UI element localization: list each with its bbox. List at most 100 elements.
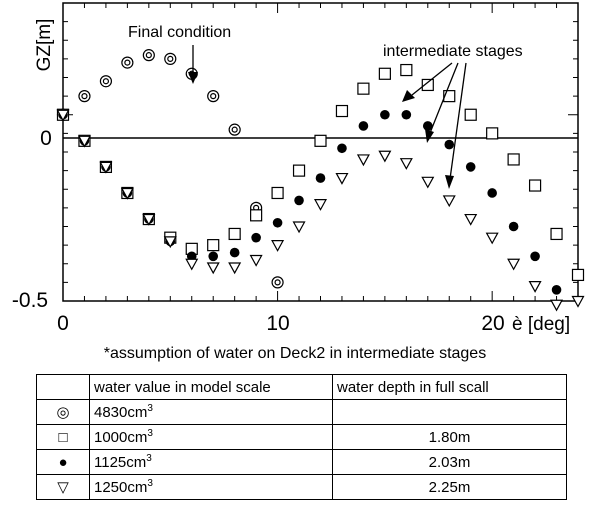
filled-circle-point xyxy=(444,139,455,150)
open-square-point xyxy=(550,227,563,241)
open-triangle-point xyxy=(421,176,435,189)
open-triangle-point xyxy=(442,195,456,208)
open-triangle-point xyxy=(507,258,521,271)
annotation-arrows xyxy=(188,45,467,189)
open-square-point xyxy=(528,179,542,192)
legend-row-1125: ● 1125cm3 2.03m xyxy=(36,449,567,475)
open-triangle-point xyxy=(313,199,328,211)
filled-circle-point xyxy=(272,217,283,228)
double-circle-point-inner xyxy=(274,279,281,286)
x-tick-label-0: 0 xyxy=(57,312,69,335)
filled-circle-point xyxy=(380,109,390,120)
open-square-point xyxy=(507,153,520,166)
double-circle-point xyxy=(207,90,220,103)
open-square-point xyxy=(292,164,306,177)
water-value: 4830cm3 xyxy=(89,399,333,425)
open-square-point xyxy=(486,127,499,140)
x-tick-label-10: 10 xyxy=(266,312,289,335)
open-square-point xyxy=(378,67,391,80)
filled-circle-icon: ● xyxy=(36,449,90,475)
double-circle-point-inner xyxy=(102,78,110,85)
y-tick-label-neg05: -0.5 xyxy=(12,289,48,312)
header-water-value: water value in model scale xyxy=(89,374,333,400)
open-triangle-point xyxy=(464,213,478,226)
filled-circle-point xyxy=(551,285,562,295)
double-circle-point xyxy=(164,52,177,65)
open-triangle-point xyxy=(399,158,413,170)
open-triangle-point xyxy=(528,281,542,293)
open-square-point xyxy=(335,104,349,118)
double-circle-point-inner xyxy=(81,93,88,100)
open-triangle-point xyxy=(228,262,242,275)
y-tick-label-0: 0 xyxy=(40,127,52,150)
water-value: 1125cm3 xyxy=(89,449,333,475)
filled-circle-point xyxy=(530,251,540,262)
open-triangle-point xyxy=(378,150,392,163)
filled-circle-point xyxy=(508,221,519,232)
open-triangle-point xyxy=(356,154,370,167)
header-symbol xyxy=(36,374,90,400)
double-circle-point-inner xyxy=(145,52,152,59)
data-marks xyxy=(56,49,585,312)
double-circle-icon: ◎ xyxy=(36,399,90,425)
open-square-point xyxy=(357,82,370,95)
open-triangle-point xyxy=(271,240,285,252)
open-triangle-point xyxy=(292,221,306,234)
filled-circle-point xyxy=(208,251,219,262)
filled-circle-point xyxy=(315,173,326,183)
open-triangle-point xyxy=(335,172,349,185)
water-depth: 1.80m xyxy=(332,424,567,450)
open-triangle-point xyxy=(163,236,177,249)
double-circle-point-inner xyxy=(231,126,238,133)
open-triangle-point xyxy=(120,187,134,200)
open-triangle-point xyxy=(485,232,499,245)
open-square-point xyxy=(571,268,585,282)
double-circle-point xyxy=(99,75,113,88)
water-depth: 2.25m xyxy=(332,474,567,500)
filled-circle-point xyxy=(294,195,304,206)
open-triangle-point xyxy=(249,254,263,267)
open-triangle-point xyxy=(56,109,70,122)
open-square-point xyxy=(421,78,434,92)
filled-circle-point xyxy=(487,188,497,198)
filled-circle-point xyxy=(337,143,347,154)
double-circle-point xyxy=(78,90,91,103)
water-value: 1000cm3 xyxy=(89,424,333,450)
water-value: 1250cm3 xyxy=(89,474,333,500)
open-triangle-point xyxy=(185,258,199,271)
legend-row-1250: ▽ 1250cm3 2.25m xyxy=(36,474,567,500)
x-axis-label: è [deg] xyxy=(512,314,570,335)
filled-circle-point xyxy=(465,162,476,172)
open-square-point xyxy=(207,239,220,252)
double-circle-point xyxy=(121,56,134,69)
double-circle-point-inner xyxy=(124,59,131,66)
header-water-depth: water depth in full scall xyxy=(332,374,567,400)
legend-row-1000: □ 1000cm3 1.80m xyxy=(36,424,567,450)
double-circle-point-inner xyxy=(210,93,217,100)
x-tick-label-20: 20 xyxy=(481,312,504,335)
open-square-point xyxy=(443,90,456,103)
legend-header-row: water value in model scale water depth i… xyxy=(36,374,567,400)
open-triangle-point xyxy=(77,135,91,148)
double-circle-point xyxy=(142,49,155,62)
gz-chart: GZ[m] 0 -0.5 0 10 20 è [deg] Final condi… xyxy=(12,2,585,335)
open-square-icon: □ xyxy=(36,424,90,450)
open-square-point xyxy=(228,227,241,241)
open-square-point xyxy=(314,134,327,147)
open-square-point xyxy=(464,108,477,121)
filled-circle-point xyxy=(251,232,261,243)
double-circle-point xyxy=(271,276,284,289)
open-triangle-point xyxy=(99,161,113,174)
open-triangle-point xyxy=(142,213,156,226)
annotation-intermediate-stages: intermediate stages xyxy=(383,43,523,60)
double-circle-point xyxy=(228,123,241,136)
legend-row-final: ◎ 4830cm3 xyxy=(36,399,567,425)
open-triangle-point xyxy=(206,262,220,275)
open-triangle-down-icon: ▽ xyxy=(36,474,90,500)
annotation-final-condition: Final condition xyxy=(128,24,231,41)
open-square-point xyxy=(400,63,413,77)
filled-circle-point xyxy=(229,247,240,258)
open-triangle-point xyxy=(571,295,585,308)
open-triangle-point xyxy=(550,299,564,312)
water-depth: 2.03m xyxy=(332,449,567,475)
